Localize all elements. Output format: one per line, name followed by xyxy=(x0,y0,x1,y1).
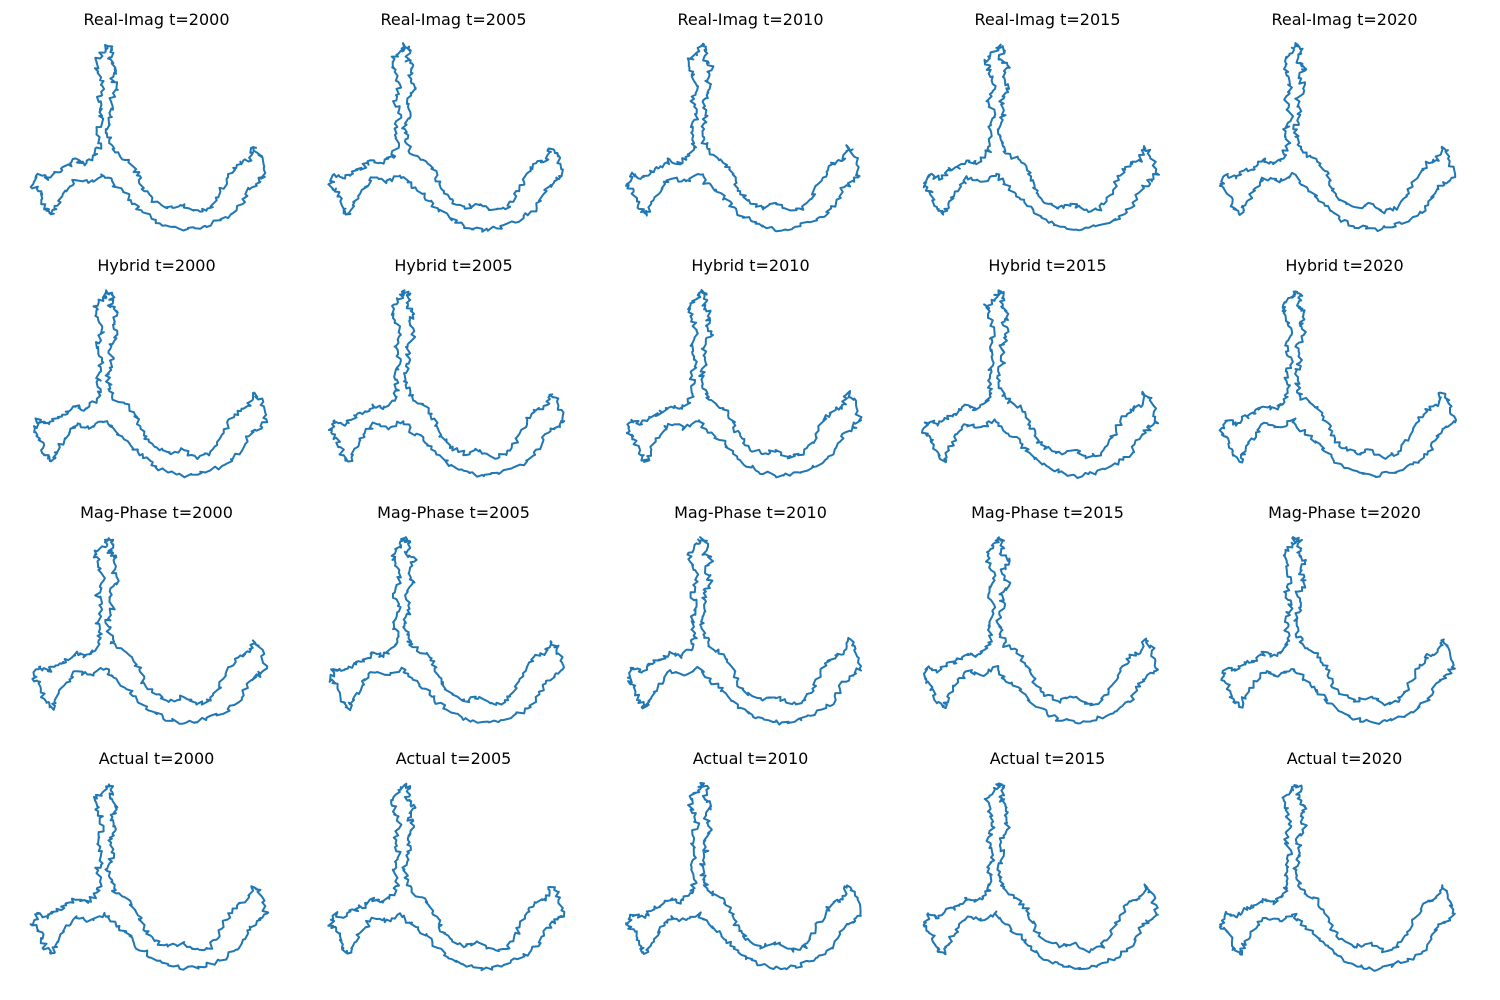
subplot-canvas xyxy=(1218,784,1456,972)
subplot-canvas xyxy=(1218,290,1458,479)
outline-curve xyxy=(922,43,1160,232)
subplot-canvas xyxy=(625,42,861,233)
subplot-panel: Real-Imag t=2000 xyxy=(8,0,305,246)
outline-curve xyxy=(625,782,862,971)
subplot-panel: Hybrid t=2005 xyxy=(305,246,602,492)
subplot-canvas xyxy=(921,289,1160,479)
subplot-title: Real-Imag t=2015 xyxy=(974,10,1121,29)
subplot-title: Hybrid t=2015 xyxy=(988,256,1107,275)
subplot-canvas xyxy=(625,782,862,971)
outline-curve xyxy=(29,783,270,971)
subplot-canvas xyxy=(626,536,862,726)
subplot-canvas xyxy=(328,536,565,724)
subplot-canvas xyxy=(33,289,269,479)
outline-curve xyxy=(1218,784,1456,972)
outline-curve xyxy=(327,782,566,972)
outline-curve xyxy=(1218,42,1457,233)
subplot-title: Mag-Phase t=2000 xyxy=(80,503,233,522)
subplot-title: Real-Imag t=2005 xyxy=(380,10,527,29)
subplot-panel: Actual t=2015 xyxy=(899,739,1196,985)
subplot-title: Actual t=2010 xyxy=(692,749,809,768)
subplot-title: Actual t=2000 xyxy=(98,749,215,768)
subplot-canvas xyxy=(29,43,267,232)
subplot-panel: Mag-Phase t=2010 xyxy=(602,493,899,739)
subplot-title: Mag-Phase t=2020 xyxy=(1268,503,1421,522)
subplot-canvas xyxy=(1218,42,1457,233)
subplot-panel: Hybrid t=2020 xyxy=(1196,246,1493,492)
outline-curve xyxy=(327,42,564,233)
subplot-title: Mag-Phase t=2015 xyxy=(971,503,1124,522)
outline-curve xyxy=(29,43,267,232)
subplot-panel: Real-Imag t=2015 xyxy=(899,0,1196,246)
subplot-canvas xyxy=(29,783,270,971)
subplot-panel: Hybrid t=2000 xyxy=(8,246,305,492)
subplot-panel: Mag-Phase t=2015 xyxy=(899,493,1196,739)
subplot-canvas xyxy=(327,289,566,478)
subplot-canvas xyxy=(923,536,1159,725)
subplot-canvas xyxy=(327,782,566,972)
subplot-panel: Actual t=2020 xyxy=(1196,739,1493,985)
outline-curve xyxy=(626,536,862,726)
subplot-panel: Hybrid t=2010 xyxy=(602,246,899,492)
subplot-canvas xyxy=(922,782,1159,971)
subplot-panel: Mag-Phase t=2000 xyxy=(8,493,305,739)
subplot-title: Real-Imag t=2020 xyxy=(1271,10,1418,29)
outline-curve xyxy=(328,536,565,724)
subplot-title: Actual t=2005 xyxy=(395,749,512,768)
outline-curve xyxy=(923,536,1159,725)
subplot-title: Hybrid t=2000 xyxy=(97,256,216,275)
subplot-title: Real-Imag t=2000 xyxy=(83,10,230,29)
outline-curve xyxy=(327,289,566,478)
subplot-panel: Mag-Phase t=2005 xyxy=(305,493,602,739)
outline-curve xyxy=(921,289,1160,479)
subplot-panel: Real-Imag t=2005 xyxy=(305,0,602,246)
subplot-title: Actual t=2020 xyxy=(1286,749,1403,768)
subplot-panel: Mag-Phase t=2020 xyxy=(1196,493,1493,739)
subplot-panel: Hybrid t=2015 xyxy=(899,246,1196,492)
outline-curve xyxy=(33,289,269,479)
subplot-title: Hybrid t=2005 xyxy=(394,256,513,275)
subplot-panel: Real-Imag t=2020 xyxy=(1196,0,1493,246)
outline-curve xyxy=(1218,290,1458,479)
outline-curve xyxy=(1220,536,1456,725)
subplot-panel: Real-Imag t=2010 xyxy=(602,0,899,246)
subplot-panel: Actual t=2005 xyxy=(305,739,602,985)
subplot-canvas xyxy=(625,288,863,479)
subplot-panel: Actual t=2000 xyxy=(8,739,305,985)
subplot-title: Hybrid t=2020 xyxy=(1285,256,1404,275)
outline-curve xyxy=(922,782,1159,971)
subplot-canvas xyxy=(1220,536,1456,725)
outline-curve xyxy=(625,42,861,233)
subplot-title: Mag-Phase t=2005 xyxy=(377,503,530,522)
outline-curve xyxy=(625,288,863,479)
outline-curve xyxy=(31,537,269,725)
subplot-title: Hybrid t=2010 xyxy=(691,256,810,275)
subplot-canvas xyxy=(31,537,269,725)
subplot-canvas xyxy=(922,43,1160,232)
subplot-title: Real-Imag t=2010 xyxy=(677,10,824,29)
subplot-title: Mag-Phase t=2010 xyxy=(674,503,827,522)
subplot-canvas xyxy=(327,42,564,233)
subplot-title: Actual t=2015 xyxy=(989,749,1106,768)
subplot-panel: Actual t=2010 xyxy=(602,739,899,985)
